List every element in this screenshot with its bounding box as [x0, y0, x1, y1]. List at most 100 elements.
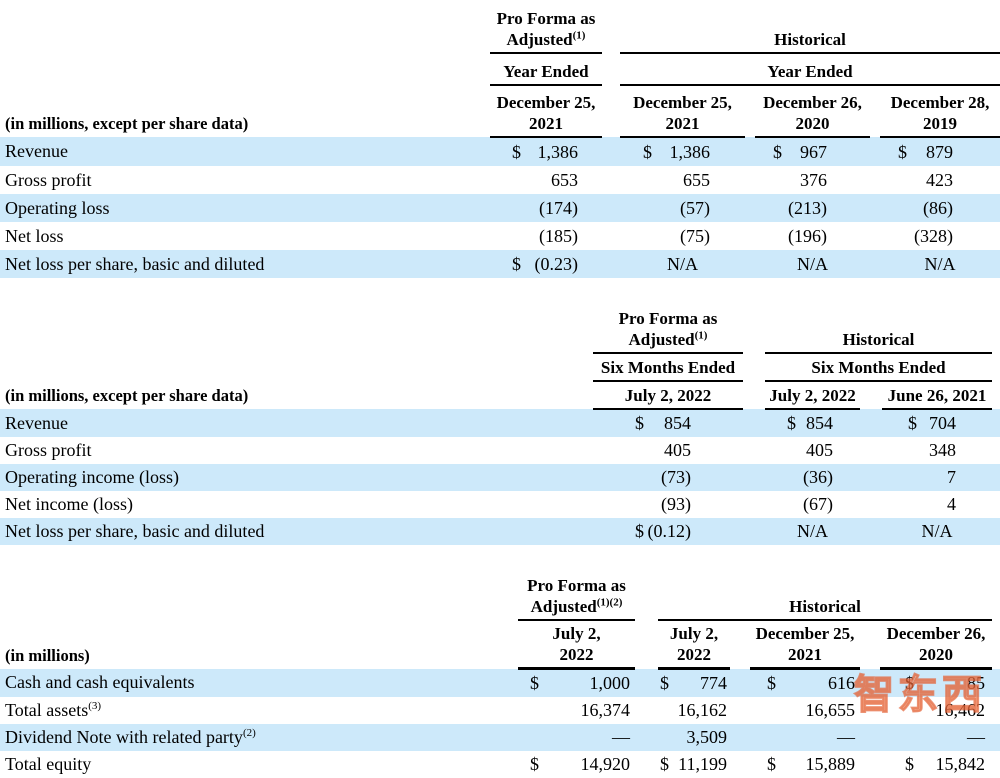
column-gap [860, 437, 882, 464]
value-cell: (75) [680, 225, 710, 246]
column-gap [992, 437, 1000, 464]
value-cell: 16,162 [677, 700, 728, 720]
column-gap [743, 304, 765, 353]
value-cell: $1,386 [620, 137, 745, 166]
table-row: Operating loss (174) (57) (213) (86) [0, 194, 1000, 222]
column-gap [745, 137, 755, 166]
column-gap [602, 4, 620, 53]
column-gap [730, 620, 750, 669]
value-cell: $1,386 [490, 137, 602, 166]
table-row: Gross profit 405 405 348 [0, 437, 1000, 464]
column-gap [743, 437, 765, 464]
column-gap [870, 85, 880, 137]
table-row: Dividend Note with related party(2) —3,50… [0, 724, 1000, 751]
historical-period: Six Months Ended [765, 353, 992, 382]
cell-value: 854 [664, 413, 691, 433]
row-label: Cash and cash equivalents [0, 668, 518, 697]
value-cell: — [880, 724, 993, 751]
value-cell: (328) [914, 225, 954, 246]
currency-symbol: $ [767, 754, 776, 774]
table-row: Net loss per share, basic and diluted $ (0… [0, 250, 1000, 278]
value-cell: $967 [755, 137, 870, 166]
currency-symbol: $ [635, 521, 644, 541]
row-label: Operating income (loss) [0, 464, 593, 491]
column-gap [860, 491, 882, 518]
currency-symbol: $ [898, 141, 907, 162]
column-gap [992, 751, 1000, 778]
historical-period: Year Ended [620, 53, 1000, 86]
value-cell: — [518, 724, 635, 751]
header-row-period: Six Months Ended Six Months Ended [0, 353, 1000, 382]
column-gap [860, 409, 882, 437]
column-gap [992, 518, 1000, 545]
annual-results-table: Pro Forma as Adjusted(1) Historical Year… [0, 4, 1000, 278]
column-gap [635, 620, 658, 669]
column-gap [870, 166, 880, 194]
value-cell: $854 [593, 409, 743, 437]
currency-symbol: $ [905, 673, 914, 693]
value-cell: (67) [803, 494, 833, 514]
table-row: Net loss (185) (75) (196) (328) [0, 222, 1000, 250]
column-date: June 26, 2021 [882, 381, 992, 410]
header-row-group: Pro Forma as Adjusted(1) Historical [0, 304, 1000, 354]
footnote-ref: (2) [242, 727, 256, 739]
column-date: July 2, 2022 [658, 620, 730, 670]
pro-forma-line1: Pro Forma as [496, 9, 596, 28]
header-row-dates: (in millions) July 2, 2022 July 2, 2022 … [0, 620, 1000, 670]
currency-symbol: $ [530, 754, 539, 774]
pro-forma-header: Pro Forma as Adjusted(1)(2) [518, 573, 635, 621]
row-label: Dividend Note with related party(2) [0, 724, 518, 751]
row-label: Operating loss [0, 194, 490, 222]
value-cell: $15,842 [880, 751, 992, 778]
column-gap [870, 137, 880, 166]
column-date: December 26, 2020 [880, 620, 993, 670]
currency-symbol: $ [767, 673, 776, 693]
cell-value: 85 [967, 673, 986, 693]
column-gap [602, 137, 620, 166]
column-gap [992, 668, 1000, 697]
cell-value: 1,000 [589, 673, 631, 693]
value-cell: $14,920 [518, 751, 635, 778]
cell-value: 967 [800, 141, 827, 162]
column-gap [602, 250, 620, 278]
column-gap [870, 250, 880, 278]
column-gap [743, 409, 765, 437]
cell-value: 15,889 [805, 754, 856, 774]
currency-symbol: $ [908, 413, 917, 433]
value-cell: (36) [765, 464, 860, 491]
row-label: Net loss per share, basic and diluted [0, 250, 490, 278]
value-cell: 405 [664, 440, 691, 460]
column-date: December 25, 2021 [750, 620, 860, 670]
value-cell: $85 [880, 668, 993, 697]
header-row-dates: (in millions, except per share data) Dec… [0, 85, 1000, 138]
cell-value: 14,920 [580, 754, 631, 774]
column-gap [602, 53, 620, 85]
cell-value: 15,842 [935, 754, 986, 774]
column-gap [635, 668, 658, 697]
value-cell: N/A [620, 250, 745, 278]
value-cell: $1,000 [518, 668, 635, 697]
financial-summary-page: { "colors": { "row_highlight": "#cde9fa"… [0, 4, 1000, 774]
value-cell: $854 [765, 409, 860, 437]
column-gap [860, 668, 880, 697]
pro-forma-header: Pro Forma as Adjusted(1) [490, 4, 602, 54]
value-cell: N/A [880, 250, 1000, 278]
currency-symbol: $ [660, 754, 669, 774]
row-label: Revenue [0, 137, 490, 166]
cell-value: 1,386 [669, 141, 711, 162]
currency-symbol: $ [530, 673, 539, 693]
value-cell: (73) [593, 464, 743, 491]
historical-header: Historical [620, 4, 1000, 54]
value-cell: N/A [765, 518, 860, 545]
value-cell: 655 [683, 169, 710, 190]
pro-forma-line2: Adjusted [506, 30, 573, 49]
column-gap [730, 697, 750, 724]
value-cell: (57) [620, 194, 745, 222]
row-label: Total equity [5, 754, 92, 774]
value-cell: 3,509 [658, 724, 730, 751]
column-gap [602, 166, 620, 194]
value-cell: N/A [755, 250, 870, 278]
column-gap [730, 751, 750, 778]
value-cell: $704 [882, 409, 992, 437]
row-label: Revenue [0, 409, 593, 437]
